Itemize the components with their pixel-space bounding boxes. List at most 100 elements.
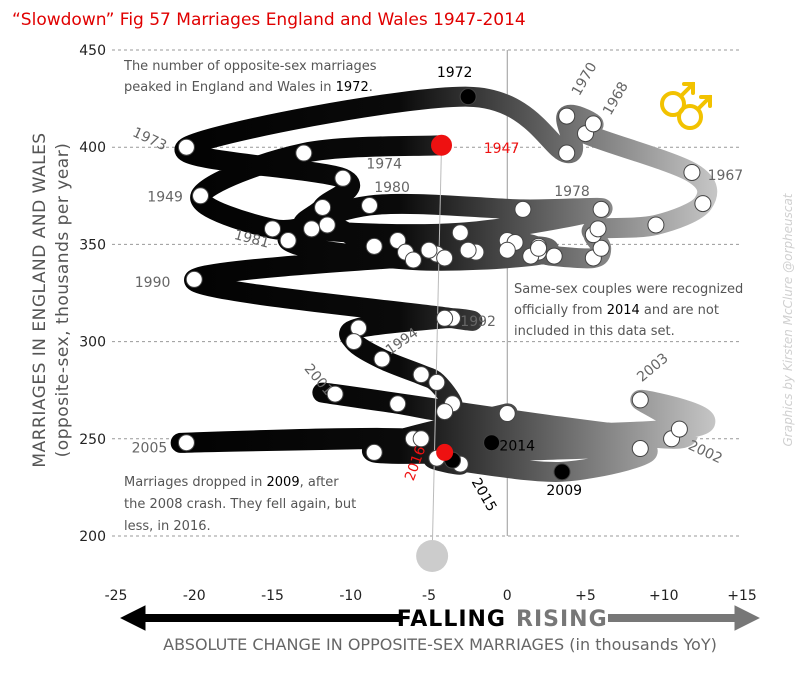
annotation-same-end: and are not: [640, 303, 719, 318]
data-point-1997: [428, 373, 446, 391]
data-point-1981: [279, 232, 297, 250]
x-tick-label: -15: [261, 588, 284, 604]
data-point-1985: [420, 241, 438, 259]
year-label-2015: 2015: [468, 476, 500, 515]
data-point-1999: [436, 403, 454, 421]
data-point-1947: [431, 134, 453, 156]
data-point-2000: [389, 395, 407, 413]
year-label-1974: 1974: [366, 157, 402, 173]
data-point-2013: [412, 430, 430, 448]
data-point-1960: [545, 247, 563, 265]
x-tick-label: +15: [727, 588, 757, 604]
annotation-drop-line-1: Marriages dropped in 2009, after: [124, 475, 339, 490]
data-point-1990: [185, 270, 203, 288]
direction-arrows: FALLING RISING: [120, 605, 760, 632]
y-tick-labels: 200 250 300 350 400 450: [79, 43, 106, 545]
annotation-peak-year: 1972: [336, 80, 369, 95]
marker-size-line: [431, 145, 443, 557]
data-point-2011: [365, 443, 383, 461]
year-label-1980: 1980: [374, 180, 410, 196]
data-point-1964: [589, 220, 607, 238]
y-tick-label: 400: [79, 140, 106, 156]
x-tick-label: +5: [575, 588, 596, 604]
data-point-1975: [314, 198, 332, 216]
annotation-peak-line-2: peaked in England and Wales in 1972.: [124, 80, 373, 95]
data-point-1962: [592, 239, 610, 257]
y-tick-label: 250: [79, 432, 106, 448]
x-tick-label: -25: [105, 588, 128, 604]
year-label-1970: 1970: [569, 60, 601, 99]
y-axis-title: MARRIAGES IN ENGLAND AND WALES (opposite…: [30, 132, 73, 467]
x-tick-label: +10: [649, 588, 679, 604]
data-point-1971: [558, 144, 576, 162]
data-point-2009: [553, 463, 571, 481]
data-point-1956: [436, 249, 454, 267]
data-point-1988: [530, 239, 548, 257]
year-label-1947: 1947: [484, 141, 520, 157]
data-point-1996: [412, 366, 430, 384]
data-point-1969: [584, 115, 602, 133]
y-tick-label: 200: [79, 529, 106, 545]
data-point-1967: [683, 163, 701, 181]
year-label-2005: 2005: [132, 440, 168, 456]
chart-title: “Slowdown” Fig 57 Marriages England and …: [12, 10, 526, 30]
y-axis-sublabel: (opposite-sex, thousands per year): [53, 143, 73, 458]
data-point-2010: [631, 440, 649, 458]
annotation-peak-text: peaked in England and Wales in: [124, 80, 336, 95]
annotation-drop-line-2: the 2008 crash. They fell again, but: [124, 497, 356, 512]
annotation-drop: Marriages dropped in 2009, after the 200…: [124, 475, 356, 534]
annotation-same-sex: Same-sex couples were recognized officia…: [514, 282, 743, 339]
x-tick-label: -20: [183, 588, 206, 604]
annotation-drop-end: , after: [300, 475, 340, 490]
data-point-1980: [361, 197, 379, 215]
data-point-2004: [670, 420, 688, 438]
year-label-1968: 1968: [600, 79, 632, 118]
data-point-1989: [498, 241, 516, 259]
x-tick-label: -10: [339, 588, 362, 604]
data-point-1986: [459, 241, 477, 259]
data-point-1972: [459, 88, 477, 106]
data-point-1976: [303, 220, 321, 238]
year-label-1992: 1992: [460, 314, 496, 330]
data-point-2005: [177, 434, 195, 452]
x-axis-label: ABSOLUTE CHANGE IN OPPOSITE-SEX MARRIAGE…: [163, 635, 717, 654]
data-point-1978: [592, 200, 610, 218]
annotation-same-text: officially from: [514, 303, 607, 318]
year-label-1990: 1990: [135, 275, 171, 291]
data-point-1992: [436, 309, 454, 327]
annotation-same-line-1: Same-sex couples were recognized: [514, 282, 743, 297]
data-points: [177, 88, 712, 481]
data-point-1953: [389, 232, 407, 250]
data-point-2001: [326, 385, 344, 403]
year-label-1949: 1949: [147, 190, 183, 206]
data-point-1974: [334, 169, 352, 187]
y-axis-label: MARRIAGES IN ENGLAND AND WALES: [30, 132, 50, 467]
annotation-peak-line-1: The number of opposite-sex marriages: [123, 59, 377, 74]
data-point-1950: [264, 220, 281, 238]
annotation-drop-text: Marriages dropped in: [124, 475, 267, 490]
year-label-2003: 2003: [634, 350, 672, 385]
data-point-1977: [451, 224, 469, 242]
data-point-2012: [498, 405, 516, 423]
year-label-1972: 1972: [437, 65, 473, 81]
data-point-2003: [631, 391, 649, 409]
same-sex-symbol-icon: [660, 82, 712, 130]
falling-label: FALLING: [397, 607, 506, 632]
data-point-1948: [295, 144, 313, 162]
annotation-peak-end: .: [369, 80, 373, 95]
data-point-1965: [647, 216, 665, 234]
x-tick-label: 0: [503, 588, 512, 604]
data-point-1979: [514, 200, 532, 218]
data-point-1970: [558, 107, 576, 125]
x-tick-labels: -25 -20 -15 -10 -5 0 +5 +10 +15: [105, 588, 757, 604]
rising-label: RISING: [516, 607, 608, 632]
year-label-1973: 1973: [130, 125, 169, 155]
data-point-1966: [694, 195, 712, 213]
data-point-1973: [177, 138, 195, 156]
annotation-drop-year: 2009: [267, 475, 300, 490]
annotation-drop-line-3: less, in 2016.: [124, 519, 211, 534]
annotation-same-line-3: included in this data set.: [514, 324, 675, 339]
data-point-1995: [373, 350, 391, 368]
y-tick-label: 450: [79, 43, 106, 59]
